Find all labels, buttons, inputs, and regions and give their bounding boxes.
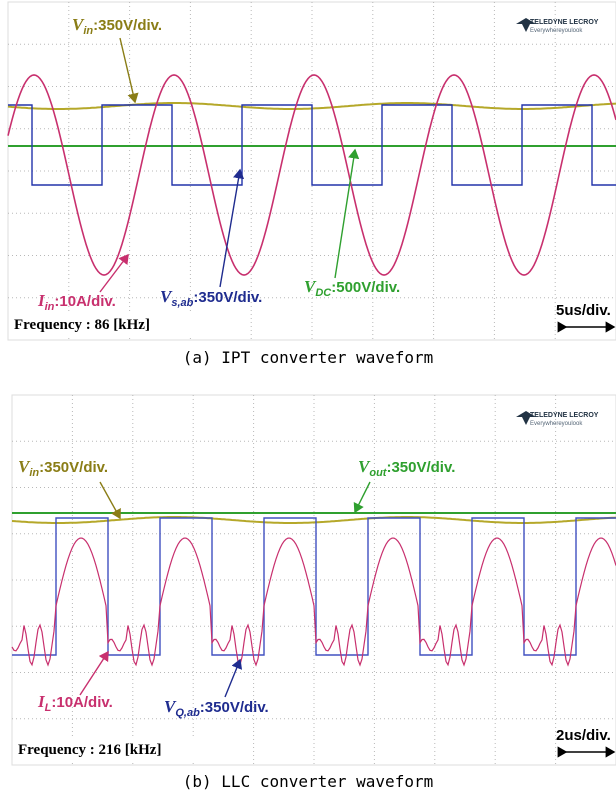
label-scale: :10A/div.	[51, 694, 112, 711]
figure: TELEDYNE LECROYEverywhereyoulookVin:350V…	[0, 0, 616, 796]
label-subscript: in	[83, 25, 93, 37]
logo-tagline: Everywhereyoulook	[530, 28, 583, 34]
label-subscript: in	[29, 467, 39, 479]
label-subscript: in	[45, 301, 55, 313]
page: {"panels": [ {"logo": {"brand": "TELEDYN…	[0, 0, 616, 796]
caption: (b) LLC converter waveform	[183, 772, 433, 791]
timebase: 2us/div.	[556, 727, 611, 744]
frequency: Frequency : 216 [kHz]	[18, 742, 161, 758]
timebase: 5us/div.	[556, 302, 611, 319]
label-scale: :500V/div.	[331, 279, 400, 296]
label-scale: :350V/div.	[200, 699, 269, 716]
scope-screen: TELEDYNE LECROYEverywhereyoulookVin:350V…	[12, 395, 616, 765]
label-scale: :350V/div.	[93, 17, 162, 34]
scope-screen: TELEDYNE LECROYEverywhereyoulookVin:350V…	[8, 2, 616, 340]
label-scale: :350V/div.	[193, 289, 262, 306]
logo-brand: TELEDYNE LECROY	[530, 412, 599, 419]
logo-brand: TELEDYNE LECROY	[530, 19, 599, 26]
label-scale: :350V/div.	[386, 459, 455, 476]
label-subscript: s,ab	[171, 297, 193, 309]
label-subscript: out	[369, 467, 387, 479]
logo-tagline: Everywhereyoulook	[530, 421, 583, 427]
label-scale: :10A/div.	[54, 293, 115, 310]
label-subscript: DC	[315, 287, 332, 299]
label-scale: :350V/div.	[39, 459, 108, 476]
frequency: Frequency : 86 [kHz]	[14, 317, 150, 333]
caption: (a) IPT converter waveform	[183, 348, 433, 367]
label-subscript: Q,ab	[175, 707, 200, 719]
